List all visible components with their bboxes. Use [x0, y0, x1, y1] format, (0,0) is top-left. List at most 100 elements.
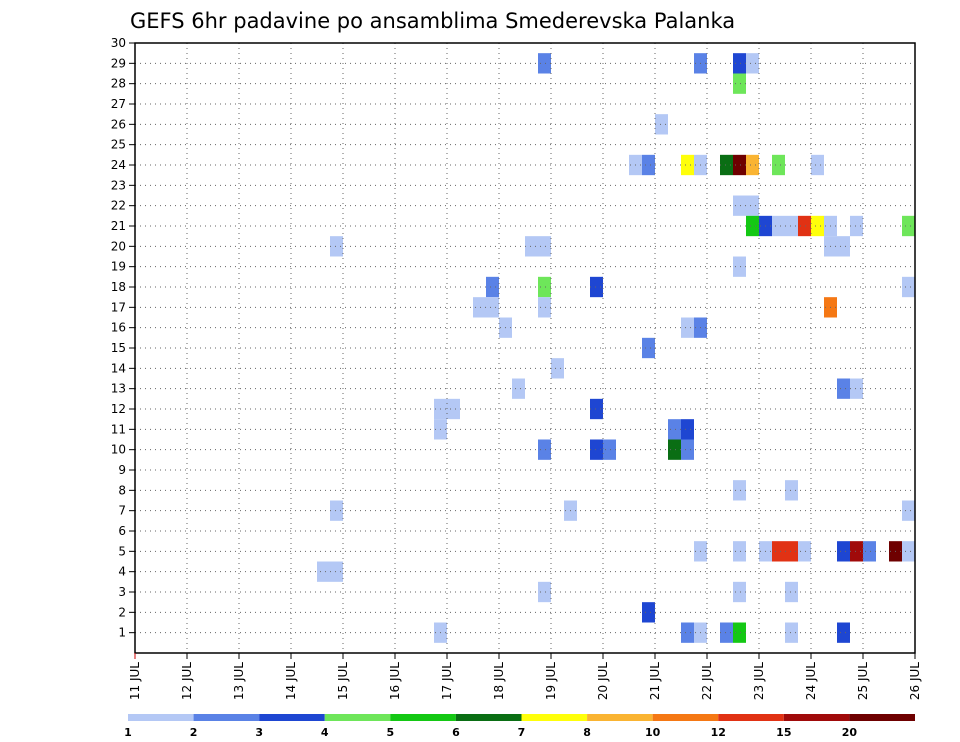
- y-tick-label: 15: [111, 341, 126, 355]
- ensemble-cell: [668, 439, 681, 460]
- y-tick-label: 18: [111, 280, 126, 294]
- ensemble-cell: [655, 114, 668, 135]
- ensemble-cell: [785, 581, 798, 603]
- ensemble-cell: [772, 541, 785, 562]
- legend-label: 5: [387, 726, 395, 739]
- x-tick-label: 12 JUL: [180, 662, 194, 700]
- y-tick-label: 22: [111, 199, 126, 213]
- legend-swatch: [455, 714, 522, 721]
- ensemble-cell: [902, 276, 915, 298]
- y-tick-label: 4: [118, 565, 126, 579]
- grid-lines: [135, 43, 915, 653]
- ensemble-cell: [668, 419, 681, 440]
- ensemble-cell: [902, 215, 915, 237]
- ensemble-cell: [837, 622, 850, 643]
- legend-swatch: [587, 714, 653, 721]
- legend-label: 10: [645, 726, 661, 739]
- y-tick-label: 17: [111, 300, 126, 314]
- legend-label: 3: [255, 726, 263, 739]
- y-tick-label: 29: [111, 56, 126, 70]
- y-tick-label: 24: [111, 158, 126, 172]
- y-tick-label: 6: [118, 524, 126, 538]
- y-tick-label: 30: [111, 36, 126, 50]
- ensemble-cell: [733, 480, 746, 501]
- y-tick-label: 27: [111, 97, 126, 111]
- x-tick-label: 21 JUL: [648, 662, 662, 700]
- ensemble-cell: [850, 541, 863, 562]
- legend-swatch: [259, 714, 325, 721]
- x-axis: 11 JUL 12 JUL 13 JUL 14 JUL 15 JUL 16 JUL 17 J…: [128, 653, 922, 700]
- ensemble-cell: [603, 439, 616, 460]
- ensemble-cell: [538, 53, 551, 74]
- ensemble-cell: [733, 541, 746, 562]
- ensemble-cell: [811, 154, 824, 176]
- ensemble-cell: [538, 236, 551, 257]
- y-tick-label: 28: [111, 77, 126, 91]
- ensemble-cell: [642, 154, 655, 176]
- ensemble-cell: [590, 276, 603, 298]
- x-tick-label: 23 JUL: [752, 662, 766, 700]
- legend-swatch: [128, 714, 194, 721]
- y-tick-label: 11: [111, 422, 126, 436]
- ensemble-cell: [330, 500, 343, 521]
- legend-label: 2: [190, 726, 198, 739]
- legend-swatch: [193, 714, 260, 721]
- y-tick-label: 25: [111, 138, 126, 152]
- x-tick-label: 26 JUL: [908, 662, 922, 700]
- legend-label: 12: [711, 726, 726, 739]
- y-tick-label: 5: [118, 544, 126, 558]
- ensemble-cell: [681, 154, 694, 176]
- ensemble-cell: [785, 541, 798, 562]
- color-legend: 1 2 3 4 5 6 7 8 10 12 15 20: [124, 714, 915, 739]
- y-tick-label: 21: [111, 219, 126, 233]
- legend-swatch: [324, 714, 391, 721]
- ensemble-cell: [746, 195, 759, 216]
- ensemble-cell: [720, 622, 733, 643]
- ensemble-cell: [785, 622, 798, 643]
- ensemble-cell: [902, 500, 915, 521]
- ensemble-cell: [733, 154, 746, 176]
- ensemble-cell: [850, 378, 863, 399]
- ensemble-cell: [850, 215, 863, 237]
- y-tick-label: 16: [111, 321, 126, 335]
- legend-swatch: [652, 714, 719, 721]
- y-tick-label: 14: [111, 361, 126, 375]
- y-tick-label: 26: [111, 117, 126, 131]
- x-tick-label: 25 JUL: [856, 662, 870, 700]
- ensemble-cell: [317, 561, 330, 582]
- ensemble-cell: [590, 398, 603, 420]
- ensemble-cell: [473, 297, 486, 318]
- ensemble-cell: [681, 622, 694, 643]
- ensemble-cell: [551, 358, 564, 379]
- ensemble-cell: [525, 236, 538, 257]
- ensemble-cell: [590, 439, 603, 460]
- y-tick-label: 9: [118, 463, 126, 477]
- y-tick-label: 8: [118, 483, 126, 497]
- ensemble-cell: [733, 195, 746, 216]
- ensemble-cell: [798, 541, 811, 562]
- ensemble-cell: [733, 622, 746, 643]
- y-tick-label: 10: [111, 443, 126, 457]
- ensemble-cell: [486, 297, 499, 318]
- x-tick-label: 24 JUL: [804, 662, 818, 700]
- ensemble-cell: [330, 236, 343, 257]
- legend-label: 7: [518, 726, 526, 739]
- ensemble-cell: [447, 398, 460, 420]
- ensemble-cell: [811, 215, 824, 237]
- y-tick-label: 23: [111, 178, 126, 192]
- ensemble-cell: [863, 541, 876, 562]
- x-tick-label: 16 JUL: [388, 662, 402, 700]
- ensemble-cell: [538, 439, 551, 460]
- ensemble-cell: [733, 581, 746, 603]
- ensemble-cell: [902, 541, 915, 562]
- ensemble-cell: [733, 53, 746, 74]
- ensemble-cell: [720, 154, 733, 176]
- legend-swatch: [783, 714, 850, 721]
- ensemble-cell: [538, 297, 551, 318]
- legend-swatch: [390, 714, 456, 721]
- legend-label: 8: [583, 726, 591, 739]
- ensemble-cell: [837, 541, 850, 562]
- ensemble-cell: [746, 53, 759, 74]
- ensemble-cell: [681, 439, 694, 460]
